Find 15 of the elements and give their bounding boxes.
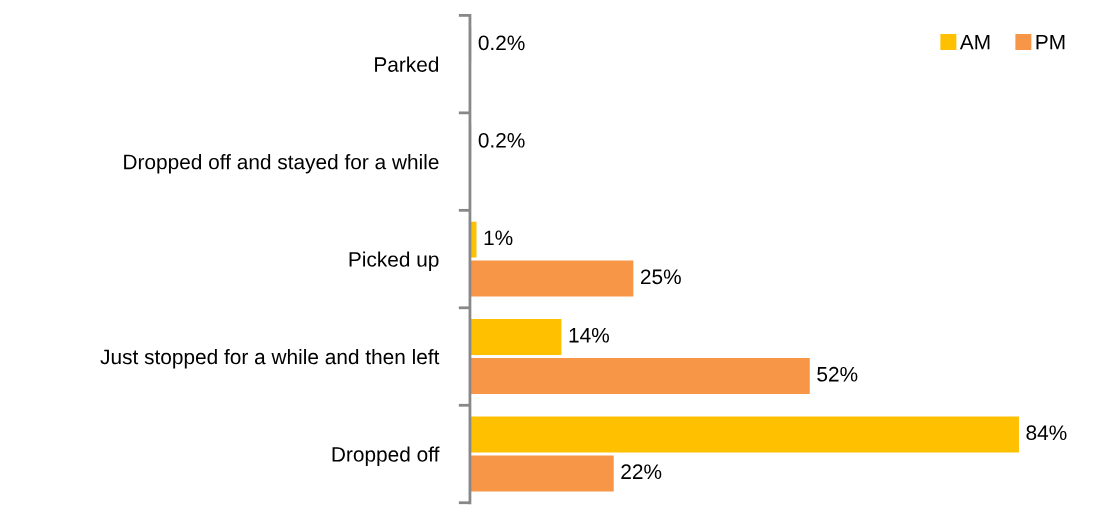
data-label: 14% — [569, 327, 609, 343]
y-tick-label: Just stopped for a while and then left — [100, 348, 440, 369]
data-label: 22% — [621, 464, 662, 480]
data-label: 52% — [817, 366, 858, 382]
data-label: 25% — [640, 269, 681, 285]
y-tick-label: Dropped off and stayed for a while — [124, 154, 439, 174]
y-tick-label: Parked — [375, 56, 439, 72]
data-label: 1% — [484, 230, 513, 246]
legend-label: PM — [1036, 34, 1065, 50]
y-tick-label: Dropped off — [332, 446, 440, 466]
data-label: 84% — [1026, 425, 1067, 441]
legend-label: AM — [959, 34, 990, 50]
y-tick-label: Picked up — [349, 251, 439, 271]
data-label: 0.2% — [478, 132, 525, 148]
data-label: 0.2% — [478, 35, 525, 51]
